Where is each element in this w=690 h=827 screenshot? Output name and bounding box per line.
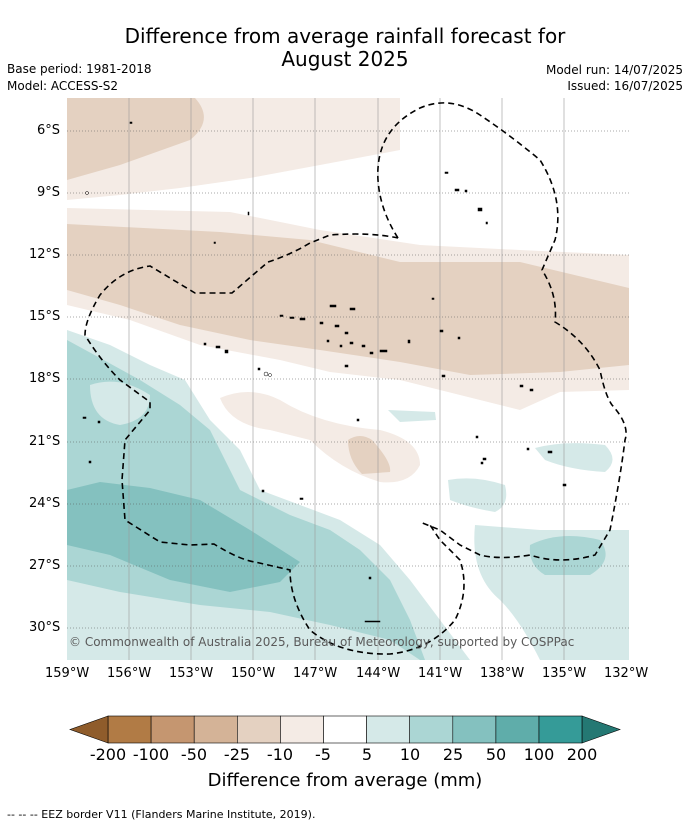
colorbar-tick: 25: [442, 745, 464, 764]
lat-label-6s: 6°S: [37, 123, 61, 138]
colorbar-tick: 200: [566, 745, 598, 764]
lat-label-15s: 15°S: [29, 309, 61, 324]
model-text: Model: ACCESS-S2: [7, 79, 119, 93]
dry-band-mid-main: [67, 224, 629, 375]
graticule: [67, 130, 629, 629]
copyright-notice: © Commonwealth of Australia 2025, Bureau…: [69, 635, 575, 649]
colorbar-segment: [237, 715, 281, 744]
colorbar-segment: [280, 715, 324, 744]
lon-label-144w: 144°W: [356, 666, 401, 681]
map-title-line1: Difference from average rainfall forecas…: [124, 24, 566, 48]
colorbar-label: Difference from average (mm): [207, 770, 483, 791]
islands: [82, 121, 567, 623]
lat-label-9s: 9°S: [37, 185, 61, 200]
lon-label-150w: 150°W: [231, 666, 276, 681]
colorbar-tick: -25: [223, 745, 251, 764]
colorbar-over-arrow: [581, 715, 621, 744]
colorbar-tick: 50: [485, 745, 507, 764]
wet-patch-east-light: [535, 443, 613, 472]
lon-label-132w: 132°W: [604, 666, 649, 681]
colorbar-segment: [409, 715, 454, 744]
map-title-line2: August 2025: [281, 47, 409, 71]
colorbar-tick: 100: [523, 745, 555, 764]
wet-region-southwest-50: [67, 482, 300, 592]
wet-patch-se-mid: [529, 536, 606, 575]
colorbar-tick: -10: [266, 745, 294, 764]
lon-label-147w: 147°W: [293, 666, 338, 681]
lon-label-153w: 153°W: [169, 666, 214, 681]
colorbar-tick: -5: [315, 745, 331, 764]
lon-label-138w: 138°W: [480, 666, 525, 681]
wet-region-south-light: [67, 580, 420, 660]
lon-label-159w: 159°W: [45, 666, 90, 681]
wet-region-southwest-25: [67, 340, 425, 660]
colorbar-segment: [452, 715, 497, 744]
lat-label-30s: 30°S: [29, 620, 61, 635]
colorbar-tick: 5: [361, 745, 373, 764]
eez-border: [84, 102, 627, 655]
lon-label-156w: 156°W: [107, 666, 152, 681]
colorbar-segment: [193, 715, 238, 744]
colorbar-segment: [107, 715, 152, 744]
colorbar-segment: [150, 715, 195, 744]
eez-footnote: -- -- -- EEZ border V11 (Flanders Marine…: [7, 808, 316, 821]
lat-label-24s: 24°S: [29, 496, 61, 511]
colorbar-tick: 10: [399, 745, 421, 764]
wet-patch-west-white: [90, 381, 150, 425]
colorbar-tick: -200: [89, 745, 127, 764]
wet-patch-small-center: [388, 410, 436, 422]
lon-label-135w: 135°W: [542, 666, 587, 681]
colorbar-tick: -50: [180, 745, 208, 764]
lat-label-12s: 12°S: [29, 247, 61, 262]
colorbar-segment: [366, 715, 411, 744]
lon-label-141w: 141°W: [418, 666, 463, 681]
colorbar: [69, 715, 621, 744]
base-period-text: Base period: 1981-2018: [7, 62, 152, 76]
colorbar-segment: [538, 715, 583, 744]
model-run-text: Model run: 14/07/2025: [545, 63, 683, 77]
dry-band-mid-north: [67, 98, 204, 180]
colorbar-segment: [323, 715, 367, 744]
colorbar-tick: -100: [132, 745, 170, 764]
colorbar-segment: [495, 715, 540, 744]
lat-label-27s: 27°S: [29, 558, 61, 573]
issued-text: Issued: 16/07/2025: [567, 79, 683, 93]
lat-label-21s: 21°S: [29, 434, 61, 449]
wet-patch-mid-east: [448, 478, 507, 512]
dry-patch-central-mid: [348, 436, 391, 474]
lat-label-18s: 18°S: [29, 371, 61, 386]
colorbar-under-arrow: [69, 715, 109, 744]
